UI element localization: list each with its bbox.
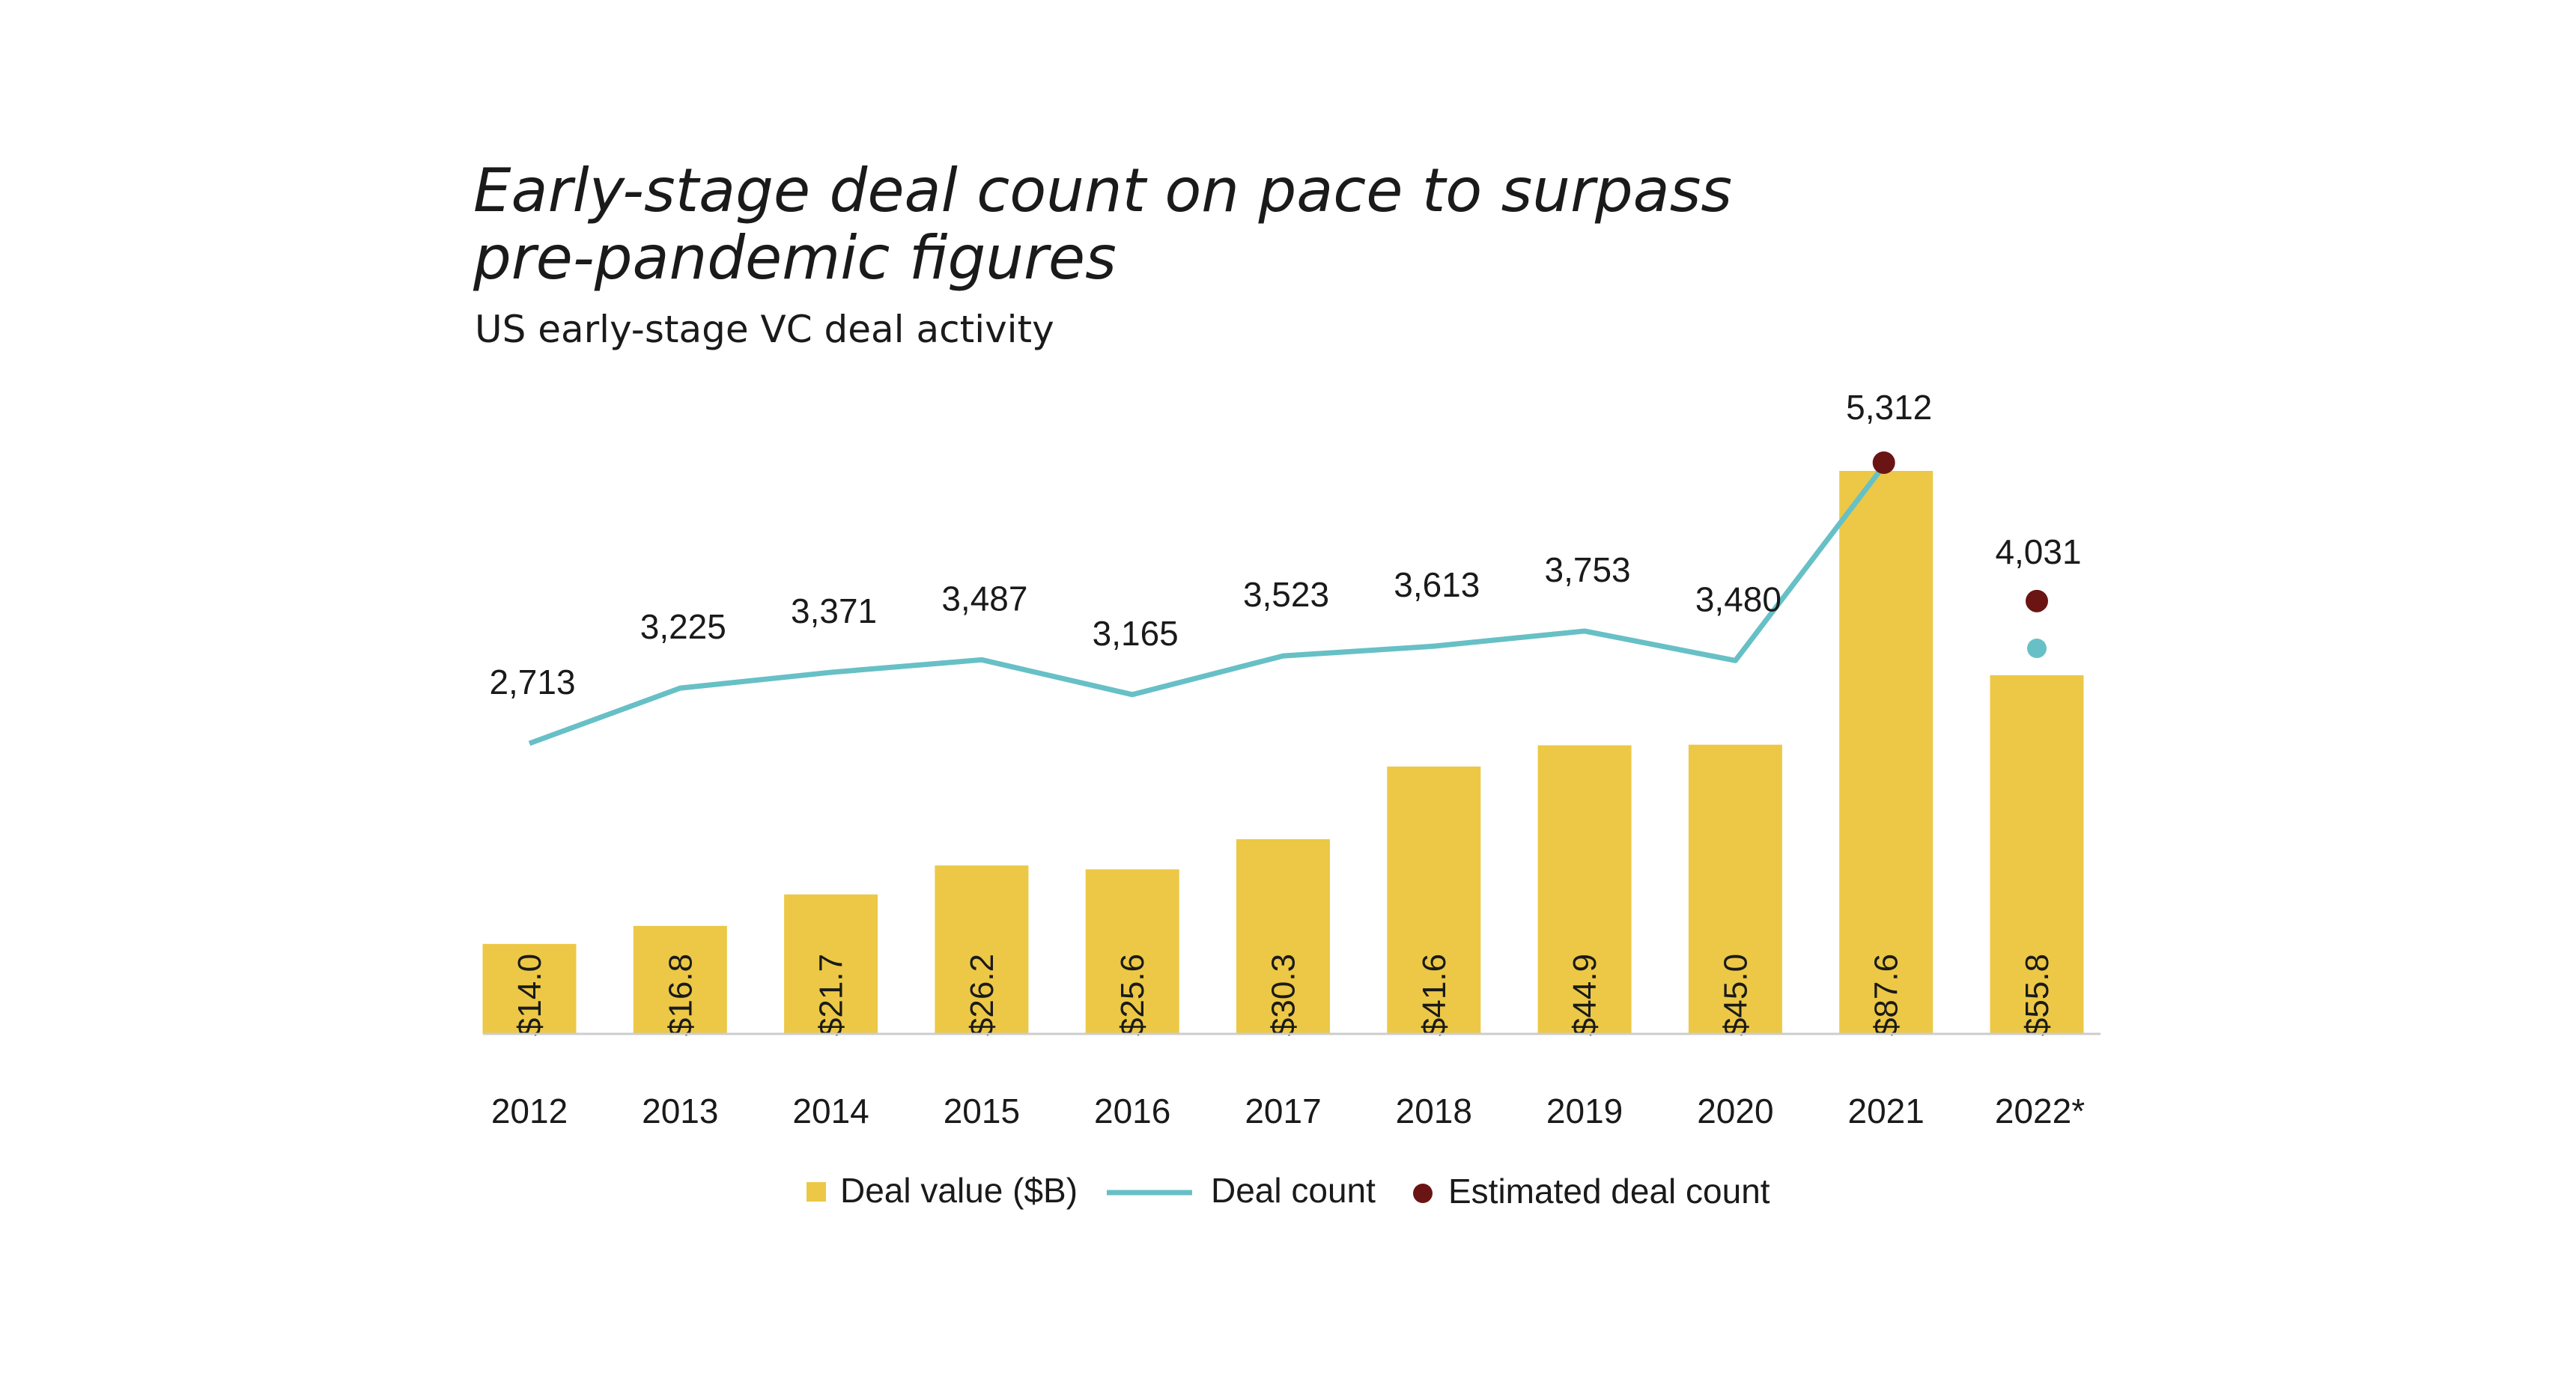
chart-title: Early-stage deal count on pace to surpas… xyxy=(473,156,1733,293)
x-tick-label-2018: 2018 xyxy=(1396,1092,1472,1130)
deal-count-point-2022* xyxy=(2027,639,2047,658)
deal-count-label-2016: 3,165 xyxy=(1093,614,1179,653)
deal-count-label-2018: 3,613 xyxy=(1394,565,1480,604)
x-tick-label-2021: 2021 xyxy=(1848,1092,1925,1130)
deal-count-label-2019: 3,753 xyxy=(1545,550,1631,589)
estimated-deal-count-label-2022*: 4,031 xyxy=(1995,532,2081,571)
bar-2017 xyxy=(1236,838,1330,1034)
x-tick-label-2012: 2012 xyxy=(491,1092,568,1130)
bar-2018 xyxy=(1387,766,1481,1034)
x-tick-label-2015: 2015 xyxy=(944,1092,1020,1130)
bar-2013 xyxy=(633,925,727,1034)
x-axis-tick-labels: 2012 2013 2014 2015 2016 2017 2018 2019 2020 2021… xyxy=(491,1092,2085,1130)
bar-value-label-2021: $87.6 xyxy=(1868,954,1905,1036)
bar-2015 xyxy=(935,865,1029,1034)
x-tick-label-2013: 2013 xyxy=(642,1092,718,1130)
bar-value-label-2020: $45.0 xyxy=(1717,954,1754,1036)
deal-count-label-2015: 3,487 xyxy=(941,579,1027,618)
bar-value-label-2013: $16.8 xyxy=(662,954,699,1036)
bar-value-label-2019: $44.9 xyxy=(1567,954,1603,1036)
bar-value-label-2018: $41.6 xyxy=(1416,954,1453,1036)
x-tick-label-2014: 2014 xyxy=(792,1092,869,1130)
bar-2019 xyxy=(1537,745,1632,1034)
legend: Deal value ($B) Deal count Estimated deal … xyxy=(806,1171,1770,1211)
bars-layer: $14.0 $16.8 $21.7 $26.2 $25.6 $30.3 $41.6 $44.9… xyxy=(482,471,2084,1036)
deal-count-label-2020: 3,480 xyxy=(1695,579,1781,618)
estimated-deal-count-point-2022* xyxy=(2026,589,2048,612)
legend-estimate-swatch xyxy=(1413,1184,1433,1203)
estimated-deal-count-point-2021 xyxy=(1872,451,1895,474)
legend-deal-value-label: Deal value ($B) xyxy=(840,1171,1078,1210)
deal-count-label-2013: 3,225 xyxy=(640,607,726,646)
deal-count-label-2014: 3,371 xyxy=(791,591,877,630)
deal-count-label-2017: 3,523 xyxy=(1243,575,1329,614)
bar-2014 xyxy=(784,894,878,1034)
bar-2022* xyxy=(1990,675,2084,1034)
bar-2012 xyxy=(482,943,577,1034)
deal-count-label-2012: 2,713 xyxy=(489,663,575,701)
legend-bar-swatch xyxy=(806,1182,826,1202)
x-tick-label-2016: 2016 xyxy=(1094,1092,1170,1130)
bar-value-label-2015: $26.2 xyxy=(964,954,1000,1036)
bar-value-label-2017: $30.3 xyxy=(1266,954,1302,1036)
bar-value-label-2012: $14.0 xyxy=(511,954,548,1036)
bar-value-label-2022*: $55.8 xyxy=(2019,954,2056,1036)
x-tick-label-2019: 2019 xyxy=(1546,1092,1623,1130)
legend-estimated-deal-count-label: Estimated deal count xyxy=(1448,1172,1770,1211)
legend-deal-count-label: Deal count xyxy=(1211,1171,1376,1210)
bar-2020 xyxy=(1688,744,1782,1034)
bar-2021 xyxy=(1839,471,1933,1034)
bar-value-label-2016: $25.6 xyxy=(1114,954,1151,1036)
chart-subtitle: US early-stage VC deal activity xyxy=(475,308,1054,351)
deal-count-label-2021: 5,312 xyxy=(1846,388,1932,427)
x-tick-label-2017: 2017 xyxy=(1245,1092,1321,1130)
bar-2016 xyxy=(1085,869,1179,1034)
deal-count-layer xyxy=(528,451,2048,746)
x-tick-label-2020: 2020 xyxy=(1697,1092,1773,1130)
bar-value-label-2014: $21.7 xyxy=(813,954,850,1036)
x-tick-label-2022*: 2022* xyxy=(1995,1092,2085,1130)
deal-count-line xyxy=(528,460,1889,746)
deal-count-labels: 2,713 3,225 3,371 3,487 3,165 3,523 3,613 3,753… xyxy=(489,388,2081,701)
